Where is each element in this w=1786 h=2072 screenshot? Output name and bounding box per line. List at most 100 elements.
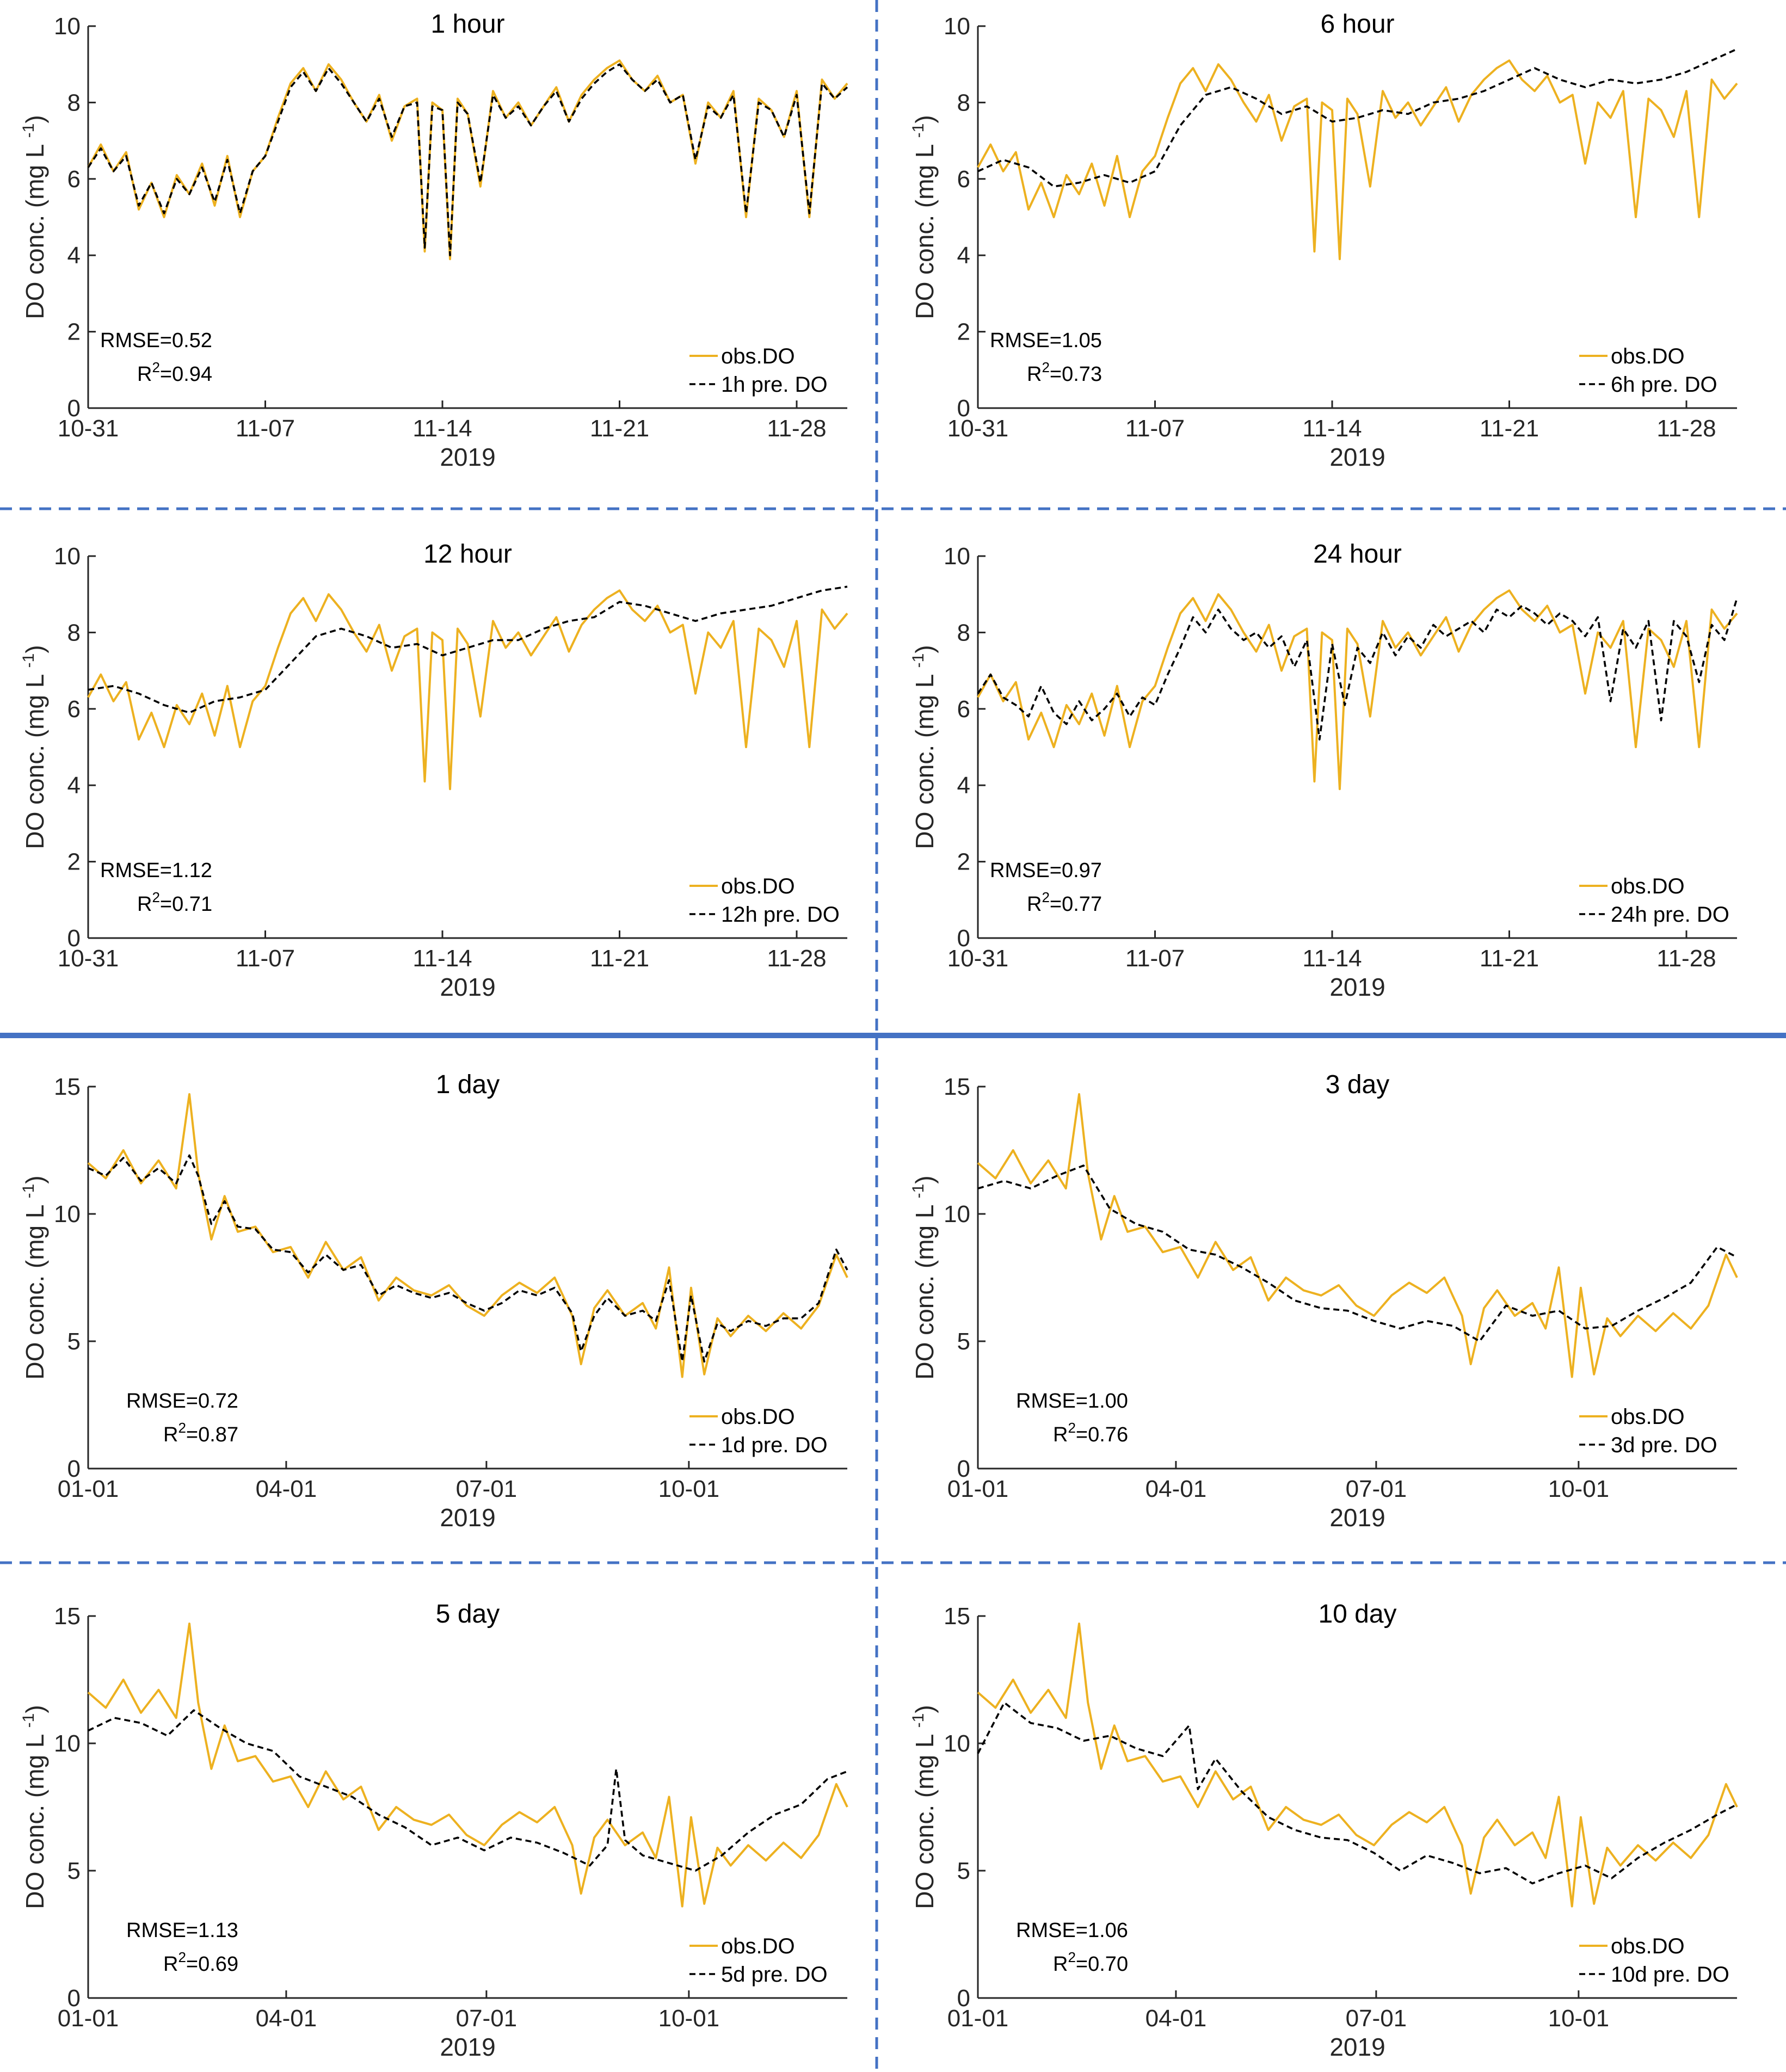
rmse-label: RMSE=0.72 [126, 1390, 238, 1413]
legend-pred-label: 6h pre. DO [1611, 373, 1717, 397]
y-axis-label-main: DO conc. (mg L [910, 138, 939, 319]
obs-series-line [87, 589, 848, 791]
x-tick-label: 10-01 [1548, 2005, 1610, 2032]
y-axis-label-main: DO conc. (mg L [910, 1198, 939, 1379]
x-axis-label: 2019 [1329, 973, 1385, 1001]
y-tick-label: 0 [67, 1985, 81, 2012]
y-tick-label: 8 [957, 89, 970, 116]
x-tick-label: 04-01 [256, 1476, 317, 1502]
y-axis-label-main: DO conc. (mg L [910, 1728, 939, 1909]
chart-panel-4: 0 2 4 6 8 10 10-31 11-07 11-14 11-21 11-28 24 hour 2… [909, 540, 1738, 1001]
chart-title: 3 day [1326, 1070, 1389, 1099]
obs-series-line [977, 59, 1738, 261]
y-tick-label: 15 [54, 1074, 81, 1100]
y-tick-label: 5 [67, 1328, 81, 1355]
y-axis-label-end: ) [21, 645, 49, 653]
y-axis-label-main: DO conc. (mg L [910, 668, 939, 849]
y-axis-label: DO conc. (mg L -1) [20, 645, 49, 849]
r2-sup: 2 [152, 889, 159, 905]
chart-panel-6: 0 5 10 15 01-01 04-01 07-01 10-01 3 day 2019 DO co… [909, 1070, 1738, 1532]
y-axis-label: DO conc. (mg L -1) [909, 1705, 939, 1909]
legend-pred-label: 10d pre. DO [1611, 1963, 1729, 1987]
x-tick-label: 07-01 [456, 2005, 518, 2032]
y-tick-label: 0 [957, 925, 970, 952]
obs-series-line [87, 1623, 848, 1908]
y-axis-label-sup: -1 [909, 1713, 927, 1728]
x-tick-label: 04-01 [1145, 1476, 1207, 1502]
r2-value: =0.94 [160, 363, 212, 386]
y-tick-label: 5 [67, 1858, 81, 1884]
y-tick-label: 10 [54, 13, 81, 40]
r2-value: =0.73 [1050, 363, 1102, 386]
x-tick-label: 07-01 [456, 1476, 518, 1502]
obs-series-line [87, 1093, 848, 1378]
x-tick-label: 04-01 [1145, 2005, 1207, 2032]
y-tick-label: 0 [67, 1456, 81, 1482]
r2-sup: 2 [1042, 359, 1049, 375]
y-tick-label: 6 [67, 696, 81, 723]
y-axis-label: DO conc. (mg L -1) [909, 645, 939, 849]
y-tick-label: 8 [67, 619, 81, 646]
r2-value: =0.77 [1050, 893, 1102, 916]
x-tick-label: 01-01 [58, 1476, 119, 1502]
x-tick-label: 04-01 [256, 2005, 317, 2032]
x-tick-label: 11-07 [236, 415, 295, 442]
y-tick-label: 6 [957, 166, 970, 193]
x-tick-label: 11-28 [767, 415, 826, 442]
r2-prefix: R [137, 363, 152, 386]
y-tick-label: 6 [67, 166, 81, 193]
x-tick-label: 01-01 [947, 2005, 1009, 2032]
chart-title: 10 day [1318, 1600, 1396, 1629]
chart-panel-5: 0 5 10 15 01-01 04-01 07-01 10-01 1 day 2019 DO co… [20, 1070, 848, 1532]
x-tick-label: 11-14 [412, 945, 472, 972]
x-tick-label: 11-21 [1480, 415, 1539, 442]
r2-label: R2=0.69 [163, 1949, 238, 1976]
x-tick-label: 11-07 [1125, 945, 1185, 972]
x-tick-label: 01-01 [58, 2005, 119, 2032]
r2-value: =0.87 [186, 1423, 238, 1446]
r2-label: R2=0.87 [163, 1420, 238, 1446]
legend-obs-label: obs.DO [1611, 1405, 1685, 1429]
r2-prefix: R [163, 1953, 178, 1976]
y-axis-label-main: DO conc. (mg L [21, 138, 49, 319]
obs-series-line [87, 59, 848, 261]
y-axis-label: DO conc. (mg L -1) [20, 1705, 49, 1909]
obs-series-line [977, 1623, 1738, 1908]
r2-prefix: R [163, 1423, 178, 1446]
y-axis-label-sup: -1 [20, 124, 38, 138]
r2-sup: 2 [178, 1420, 186, 1436]
pred-series-line [87, 63, 848, 257]
chart-panel-1: 0 2 4 6 8 10 10-31 11-07 11-14 11-21 11-28 1 hour 20… [20, 10, 848, 471]
y-tick-label: 4 [957, 772, 970, 799]
legend-pred-label: 24h pre. DO [1611, 903, 1729, 927]
x-tick-label: 11-28 [1656, 945, 1716, 972]
chart-title: 5 day [436, 1600, 500, 1629]
x-tick-label: 11-14 [412, 415, 472, 442]
y-tick-label: 5 [957, 1858, 970, 1884]
r2-prefix: R [1027, 893, 1042, 916]
x-axis-label: 2019 [1329, 1503, 1385, 1532]
x-tick-label: 11-21 [590, 945, 649, 972]
y-axis-label-sup: -1 [20, 1184, 38, 1199]
y-tick-label: 10 [944, 1201, 970, 1228]
r2-sup: 2 [178, 1949, 186, 1965]
x-tick-label: 11-21 [1480, 945, 1539, 972]
chart-panel-7: 0 5 10 15 01-01 04-01 07-01 10-01 5 day 2019 DO co… [20, 1600, 848, 2061]
legend-obs-label: obs.DO [1611, 1934, 1685, 1958]
x-axis-label: 2019 [440, 973, 495, 1001]
r2-label: R2=0.76 [1053, 1420, 1128, 1446]
y-tick-label: 10 [54, 543, 81, 570]
obs-series-line [977, 589, 1738, 791]
pred-series-line [88, 585, 848, 714]
y-tick-label: 0 [67, 925, 81, 952]
y-axis-label-end: ) [21, 1705, 49, 1713]
chart-title: 24 hour [1313, 540, 1402, 569]
y-axis-label-sup: -1 [909, 124, 927, 138]
y-tick-label: 8 [957, 619, 970, 646]
r2-label: R2=0.94 [137, 359, 212, 386]
chart-title: 6 hour [1320, 10, 1394, 39]
r2-label: R2=0.71 [137, 889, 212, 916]
rmse-label: RMSE=1.12 [100, 859, 212, 882]
